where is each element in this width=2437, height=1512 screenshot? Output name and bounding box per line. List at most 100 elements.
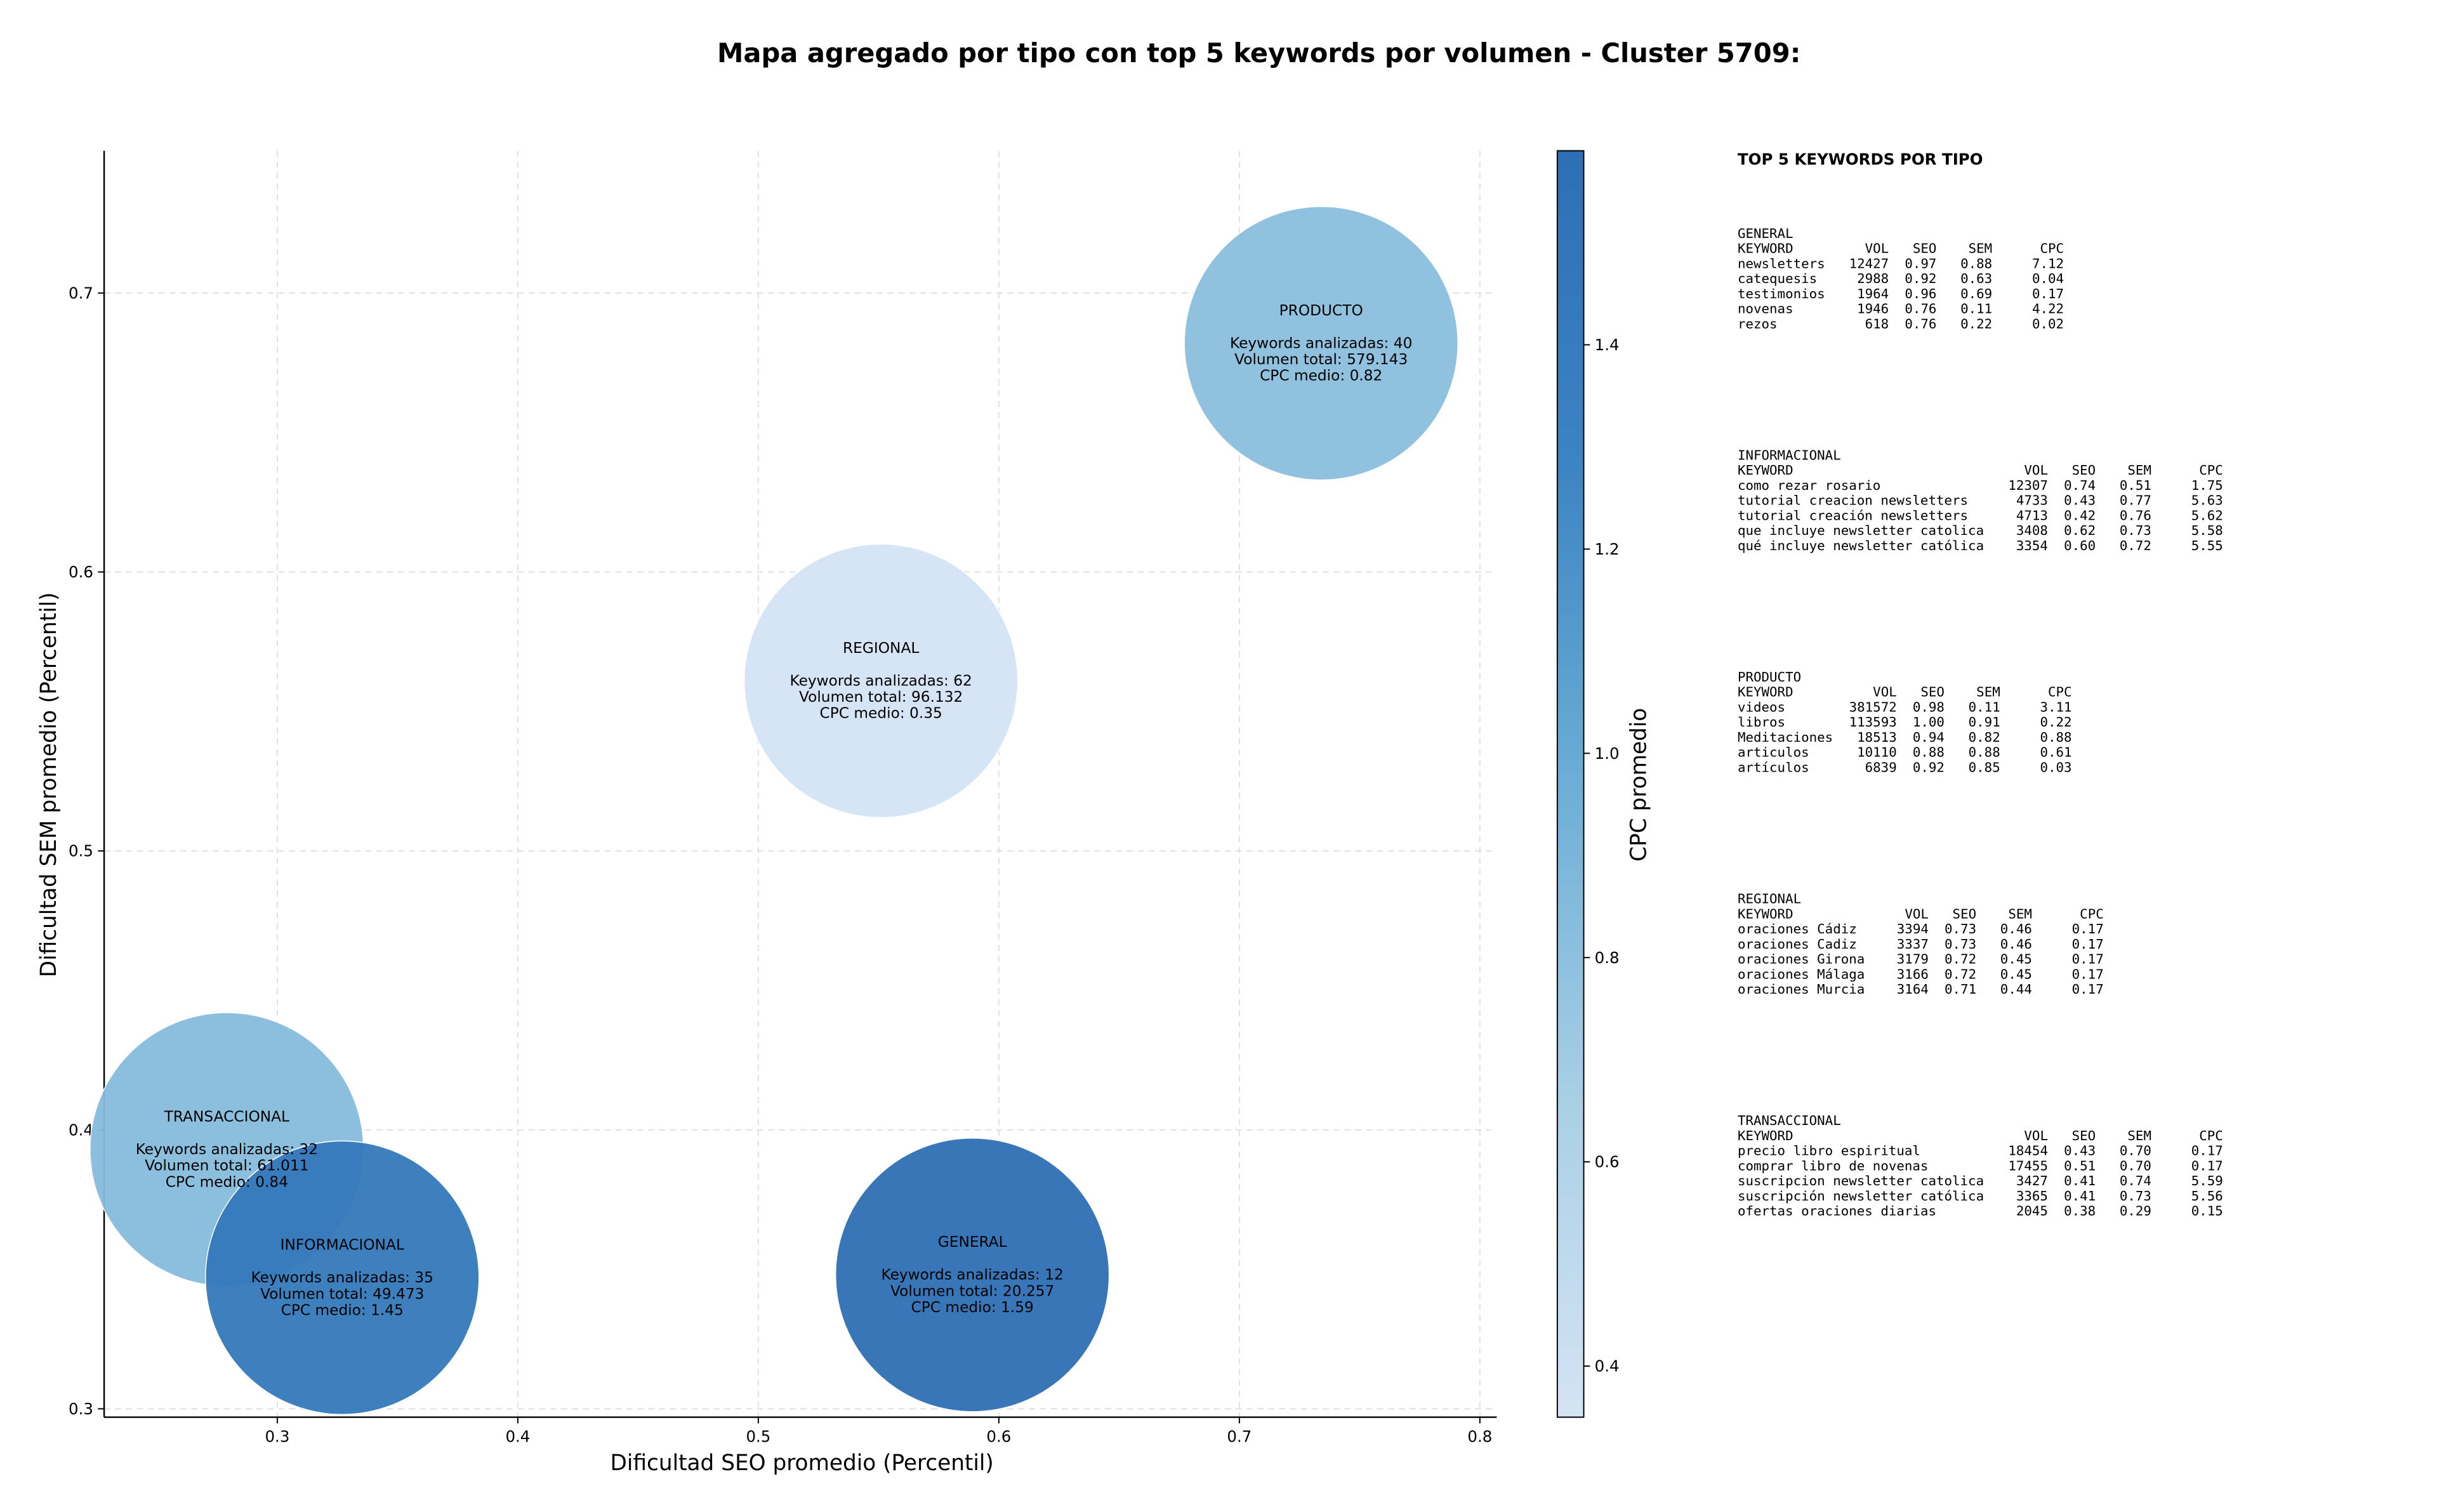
- table-cell: 0.60: [2064, 538, 2096, 553]
- table-cell: qué incluye newsletter católica: [1738, 538, 1984, 553]
- table-cell: 0.76: [1905, 316, 1936, 331]
- column-header: SEM: [2127, 1128, 2151, 1143]
- y-tick-label: 0.3: [69, 1400, 93, 1418]
- table-cell: 0.70: [2120, 1158, 2151, 1173]
- table-cell: 4713: [2016, 508, 2048, 523]
- table-cell: 3365: [2016, 1188, 2048, 1204]
- table-cell: rezos: [1738, 316, 1778, 331]
- group-name: GENERAL: [1738, 226, 1793, 241]
- table-cell: 0.41: [2064, 1173, 2096, 1188]
- table-cell: 0.22: [1960, 316, 1992, 331]
- column-header: KEYWORD: [1738, 463, 1793, 478]
- table-cell: 12307: [2008, 478, 2048, 493]
- table-cell: 0.46: [2000, 937, 2032, 952]
- group-name: REGIONAL: [1738, 891, 1801, 907]
- table-cell: 0.73: [1945, 937, 1976, 952]
- table-cell: 0.11: [1969, 699, 2000, 714]
- table-cell: 0.72: [1945, 966, 1976, 982]
- table-cell: 0.44: [2000, 982, 2032, 997]
- bubble-title: TRANSACCIONAL: [164, 1108, 289, 1125]
- x-tick-label: 0.7: [1227, 1428, 1252, 1446]
- table-cell: 1964: [1857, 286, 1889, 301]
- table-cell: oraciones Murcia: [1738, 982, 1865, 997]
- table-cell: 0.17: [2072, 937, 2104, 952]
- table-cell: 0.17: [2032, 286, 2064, 301]
- colorbar-tick-label: 1.0: [1595, 744, 1620, 763]
- table-cell: 0.98: [1913, 699, 1945, 714]
- table-cell: 5.58: [2191, 523, 2223, 538]
- column-header: CPC: [2040, 241, 2064, 256]
- column-header: SEM: [2127, 463, 2151, 478]
- table-cell: oraciones Cadiz: [1738, 937, 1857, 952]
- table-cell: 0.73: [2120, 1188, 2151, 1204]
- bubble: [743, 543, 1019, 818]
- table-cell: 2988: [1857, 271, 1889, 286]
- table-cell: 618: [1865, 316, 1889, 331]
- column-header: SEO: [2072, 463, 2096, 478]
- table-cell: 0.41: [2064, 1188, 2096, 1204]
- bubble: [1184, 206, 1458, 481]
- table-cell: 0.17: [2072, 952, 2104, 967]
- table-cell: 0.17: [2072, 982, 2104, 997]
- table-cell: suscripcion newsletter catolica: [1738, 1173, 1984, 1188]
- table-cell: 0.17: [2191, 1143, 2223, 1159]
- table-cell: 113593: [1849, 714, 1897, 730]
- panel-title: TOP 5 KEYWORDS POR TIPO: [1738, 150, 1983, 169]
- x-tick-label: 0.3: [265, 1428, 289, 1446]
- y-tick-label: 0.5: [69, 842, 93, 860]
- table-cell: libros: [1738, 714, 1785, 730]
- column-header: SEO: [1953, 906, 1977, 921]
- table-cell: 4733: [2016, 493, 2048, 508]
- table-cell: 0.45: [2000, 952, 2032, 967]
- y-tick-label: 0.4: [69, 1121, 93, 1139]
- column-header: CPC: [2199, 463, 2223, 478]
- table-cell: precio libro espiritual: [1738, 1143, 1920, 1159]
- table-cell: 0.43: [2064, 493, 2096, 508]
- x-tick-label: 0.8: [1467, 1428, 1492, 1446]
- column-header: VOL: [1873, 685, 1897, 700]
- table-cell: 0.92: [1913, 759, 1945, 775]
- table-cell: 1.00: [1913, 714, 1945, 730]
- table-cell: videos: [1738, 699, 1785, 714]
- table-cell: 0.17: [2072, 921, 2104, 937]
- bubble-label: Volumen total: 579.143: [1234, 351, 1408, 368]
- colorbar-tick-label: 0.6: [1595, 1153, 1620, 1171]
- table-cell: 10110: [1857, 745, 1897, 760]
- table-cell: artículos: [1738, 759, 1809, 775]
- table-cell: 0.51: [2120, 478, 2151, 493]
- column-header: SEO: [1913, 241, 1937, 256]
- table-cell: 0.85: [1969, 759, 2000, 775]
- y-tick-label: 0.6: [69, 563, 93, 581]
- table-cell: 3408: [2016, 523, 2048, 538]
- table-cell: 17455: [2008, 1158, 2048, 1173]
- table-cell: 0.88: [1960, 256, 1992, 271]
- table-cell: tutorial creacion newsletters: [1738, 493, 1968, 508]
- table-cell: como rezar rosario: [1738, 478, 1880, 493]
- table-cell: 0.76: [1905, 301, 1936, 317]
- table-cell: 3427: [2016, 1173, 2048, 1188]
- table-cell: 0.94: [1913, 730, 1945, 745]
- table-cell: 0.82: [1969, 730, 2000, 745]
- column-header: SEM: [1976, 685, 2000, 700]
- table-cell: 0.74: [2120, 1173, 2151, 1188]
- table-cell: oraciones Málaga: [1738, 966, 1865, 982]
- table-cell: 3.11: [2040, 699, 2071, 714]
- colorbar-tick-label: 1.2: [1595, 540, 1620, 558]
- table-cell: 0.11: [1960, 301, 1992, 317]
- column-header: KEYWORD: [1738, 685, 1793, 700]
- bubble-label: Volumen total: 20.257: [890, 1282, 1054, 1299]
- table-cell: 6839: [1865, 759, 1897, 775]
- table-cell: 5.63: [2191, 493, 2223, 508]
- column-header: VOL: [2024, 463, 2048, 478]
- bubble-label: Volumen total: 49.473: [260, 1285, 424, 1303]
- colorbar-label: CPC promedio: [1626, 708, 1651, 862]
- table-cell: que incluye newsletter catolica: [1738, 523, 1984, 538]
- table-cell: suscripción newsletter católica: [1738, 1188, 1984, 1204]
- table-cell: 0.72: [1945, 952, 1976, 967]
- table-cell: 5.56: [2191, 1188, 2223, 1204]
- table-cell: 0.46: [2000, 921, 2032, 937]
- x-tick-label: 0.6: [986, 1428, 1011, 1446]
- table-cell: 0.29: [2120, 1204, 2151, 1219]
